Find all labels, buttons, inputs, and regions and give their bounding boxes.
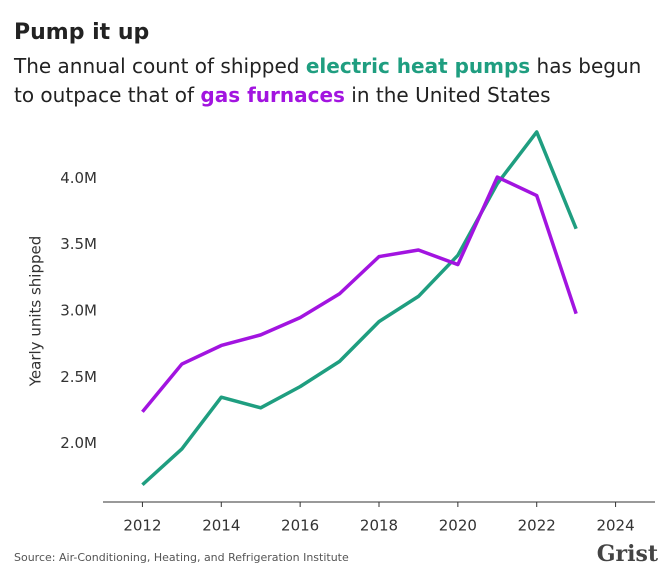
x-tick-label: 2016 xyxy=(281,517,319,535)
x-tick-label: 2018 xyxy=(360,517,398,535)
subtitle-text: has begun xyxy=(530,54,642,78)
subtitle-text: The annual count of shipped xyxy=(14,54,306,78)
x-tick-label: 2022 xyxy=(518,517,556,535)
logo: Grist xyxy=(597,541,659,567)
y-axis-label: Yearly units shipped xyxy=(27,236,45,388)
chart-title: Pump it up xyxy=(14,20,150,45)
series-line xyxy=(141,175,578,413)
x-tick-label: 2014 xyxy=(202,517,240,535)
subtitle-text: to outpace that of xyxy=(14,83,201,107)
subtitle-text: in the United States xyxy=(344,83,551,107)
x-tick-label: 2012 xyxy=(123,517,161,535)
chart-subtitle: The annual count of shipped electric hea… xyxy=(14,52,641,110)
source: Source: Air-Conditioning, Heating, and R… xyxy=(14,551,349,564)
y-tick-label: 3.5M xyxy=(60,235,97,253)
y-tick-label: 2.5M xyxy=(60,368,97,386)
series-name: gas furnaces xyxy=(200,83,345,107)
series-name: electric heat pumps xyxy=(305,54,531,78)
y-tick-label: 3.0M xyxy=(60,302,97,320)
x-tick-label: 2020 xyxy=(439,517,477,535)
x-tick-label: 2024 xyxy=(596,517,634,535)
y-tick-label: 4.0M xyxy=(60,169,97,187)
y-tick-label: 2.0M xyxy=(60,434,97,452)
series-line xyxy=(141,130,578,487)
